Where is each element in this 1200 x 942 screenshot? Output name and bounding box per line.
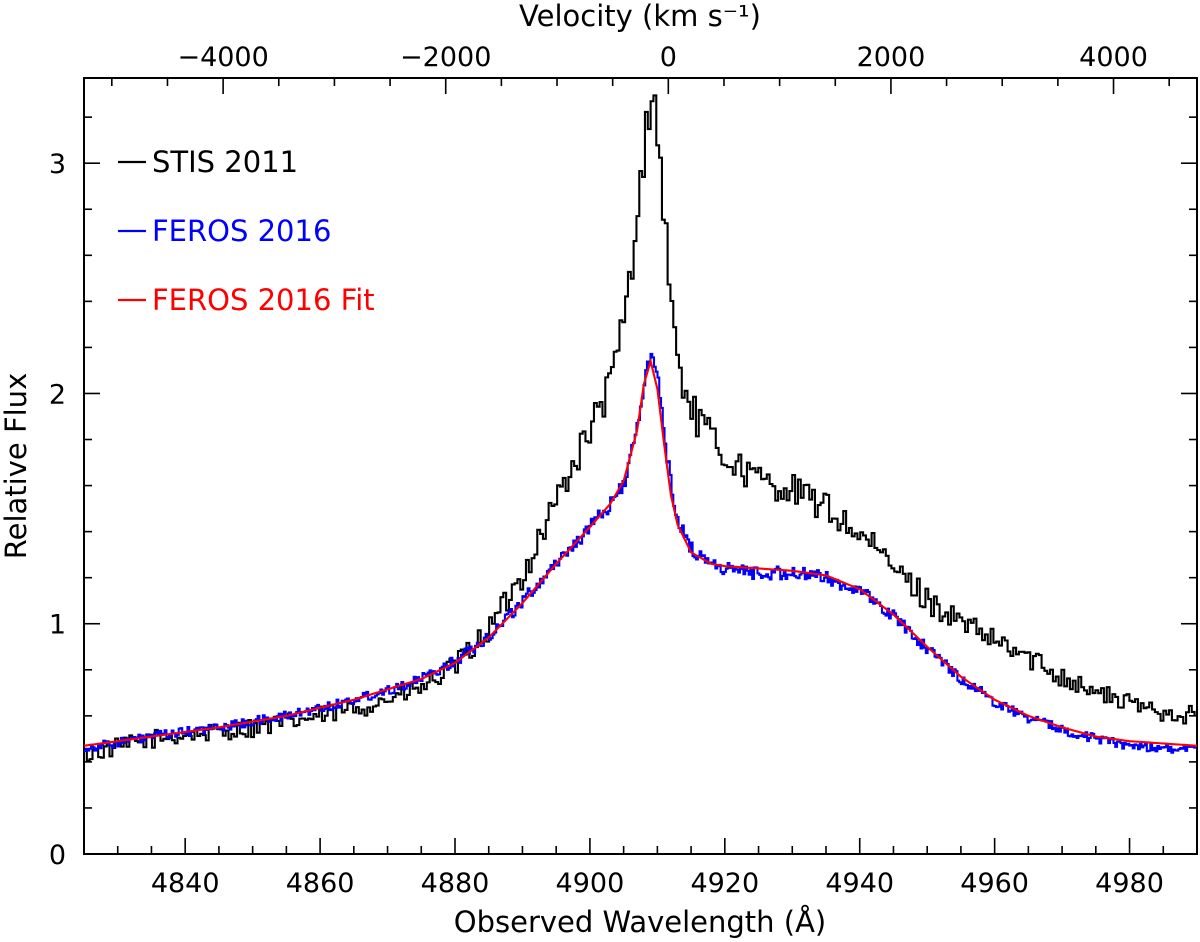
legend: STIS 2011 FEROS 2016 FEROS 2016 Fit xyxy=(118,145,375,317)
top-tick-label: 0 xyxy=(660,42,677,73)
legend-label: FEROS 2016 xyxy=(152,214,331,248)
series-layer xyxy=(83,94,1198,762)
legend-label: STIS 2011 xyxy=(152,145,298,179)
series-stis-2011-line xyxy=(84,94,1196,762)
y-tick-label: 1 xyxy=(49,610,66,641)
x-tick-label: 4860 xyxy=(286,868,355,899)
plot-frame xyxy=(83,77,1198,855)
legend-label: FEROS 2016 Fit xyxy=(152,283,375,317)
x-tick-label: 4920 xyxy=(690,868,759,899)
x-tick-label: 4900 xyxy=(556,868,625,899)
y-tick-label: 2 xyxy=(49,379,66,410)
top-tick-labels: −4000 −2000 0 2000 4000 xyxy=(177,42,1147,73)
x-tick-label: 4840 xyxy=(151,868,220,899)
x-tick-label: 4880 xyxy=(421,868,490,899)
x-tick-labels: 4840 4860 4880 4900 4920 4940 4960 4980 xyxy=(151,868,1164,899)
x-tick-label: 4960 xyxy=(960,868,1029,899)
top-tick-label: −2000 xyxy=(400,42,491,73)
top-tick-label: −4000 xyxy=(177,42,268,73)
x-axis-title: Observed Wavelength (Å) xyxy=(454,905,826,939)
x-tick-label: 4940 xyxy=(825,868,894,899)
y-tick-label: 3 xyxy=(49,149,66,180)
y-axis-title: Relative Flux xyxy=(0,373,33,559)
top-axis-title: Velocity (km s⁻¹) xyxy=(519,0,761,33)
y-tick-labels: 0 1 2 3 xyxy=(49,149,66,871)
top-tick-label: 4000 xyxy=(1079,42,1148,73)
tick-marks xyxy=(84,78,1198,854)
top-tick-label: 2000 xyxy=(857,42,926,73)
x-tick-label: 4980 xyxy=(1095,868,1164,899)
y-tick-label: 0 xyxy=(49,840,66,871)
series-feros-2016-fit-line xyxy=(83,357,1198,747)
